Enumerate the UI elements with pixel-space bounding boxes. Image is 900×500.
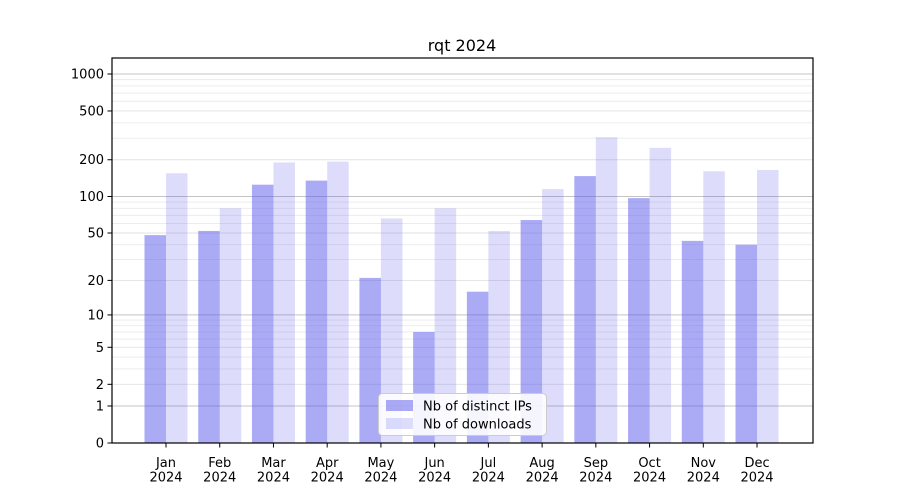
- x-tick-label-year: 2024: [149, 471, 182, 486]
- y-tick-label: 100: [79, 190, 104, 205]
- x-tick-label-month: Apr: [316, 456, 339, 471]
- bar-downloads-sep: [595, 137, 618, 444]
- x-tick-label-month: Sep: [584, 456, 609, 471]
- y-tick-label: 50: [87, 226, 104, 241]
- x-tick-label-year: 2024: [687, 471, 720, 486]
- x-tick-label-month: Feb: [208, 456, 231, 471]
- x-tick-label-month: May: [367, 456, 394, 471]
- bar-distinct-ips-oct: [628, 198, 650, 443]
- y-tick-label: 5: [96, 341, 104, 356]
- x-tick-label-year: 2024: [740, 471, 773, 486]
- x-tick-label-year: 2024: [418, 471, 451, 486]
- bar-downloads-mar: [273, 162, 295, 443]
- x-tick-label-month: Jun: [423, 456, 444, 471]
- legend: Nb of distinct IPs Nb of downloads: [378, 393, 547, 436]
- x-tick-label-year: 2024: [579, 471, 612, 486]
- y-tick-label: 0: [96, 437, 104, 452]
- bar-distinct-ips-mar: [251, 184, 274, 443]
- legend-label-downloads: Nb of downloads: [423, 418, 532, 433]
- x-tick-label-month: Mar: [261, 456, 286, 471]
- bar-distinct-ips-nov: [681, 240, 704, 443]
- x-tick-label-month: Jan: [155, 456, 176, 471]
- bar-downloads-jan: [166, 173, 188, 443]
- x-tick-label-month: Aug: [529, 456, 554, 471]
- bar-downloads-aug: [542, 189, 564, 443]
- bar-downloads-oct: [649, 147, 672, 444]
- x-tick-label-year: 2024: [311, 471, 344, 486]
- bar-distinct-ips-aug: [520, 220, 543, 443]
- x-tick-label-year: 2024: [633, 471, 666, 486]
- x-tick-label-year: 2024: [364, 471, 397, 486]
- legend-box: [378, 393, 547, 436]
- bar-downloads-dec: [757, 169, 779, 443]
- bar-distinct-ips-jan: [144, 235, 166, 443]
- legend-label-distinct-ips: Nb of distinct IPs: [423, 400, 532, 415]
- x-tick-label-month: Jul: [480, 456, 497, 471]
- y-tick-label: 500: [79, 104, 104, 119]
- y-tick-label: 10: [87, 308, 104, 323]
- y-tick-label: 2: [96, 378, 104, 393]
- y-tick-label: 1000: [71, 68, 104, 83]
- x-tick-label-month: Nov: [691, 456, 717, 471]
- bar-downloads-feb: [219, 208, 242, 443]
- bar-downloads-nov: [703, 171, 725, 443]
- plot-area: 01251020501002005001000Jan2024Feb2024Mar…: [71, 57, 814, 486]
- x-tick-label-year: 2024: [257, 471, 290, 486]
- y-tick-label: 20: [87, 274, 104, 289]
- y-tick-label: 1: [96, 399, 104, 414]
- bar-distinct-ips-feb: [198, 230, 220, 443]
- legend-swatch-distinct-ips: [386, 400, 413, 411]
- x-tick-label-month: Dec: [744, 456, 769, 471]
- x-tick-label-year: 2024: [472, 471, 505, 486]
- bar-downloads-apr: [327, 161, 349, 443]
- bar-distinct-ips-may: [359, 277, 381, 443]
- x-tick-label-year: 2024: [203, 471, 236, 486]
- bar-downloads-jun: [434, 208, 457, 443]
- legend-swatch-downloads: [386, 418, 413, 429]
- bar-downloads-jul: [488, 230, 510, 443]
- y-tick-label: 200: [79, 153, 104, 168]
- axes-spines: [111, 57, 814, 444]
- chart-title: rqt 2024: [428, 36, 497, 55]
- bar-distinct-ips-apr: [305, 180, 328, 444]
- x-tick-label-year: 2024: [526, 471, 559, 486]
- bar-distinct-ips-dec: [735, 244, 758, 443]
- bar-distinct-ips-sep: [574, 176, 596, 443]
- bar-downloads-may: [380, 218, 403, 443]
- x-tick-label-month: Oct: [638, 456, 660, 471]
